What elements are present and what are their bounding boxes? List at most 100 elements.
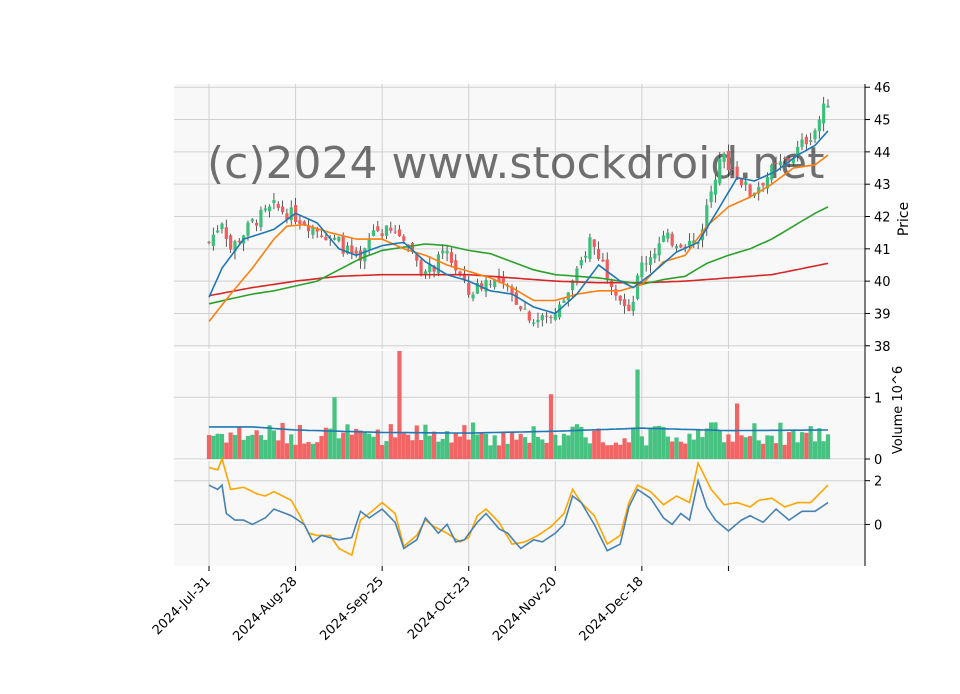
price-tick-label: 40	[874, 275, 891, 290]
candle-body	[376, 226, 380, 231]
candle-body	[817, 119, 821, 132]
candle-body	[402, 236, 406, 241]
candle-body	[389, 227, 393, 231]
volume-bar	[371, 436, 376, 459]
volume-bar	[548, 394, 554, 459]
candle-body	[445, 250, 449, 254]
price-tick-label: 45	[874, 114, 891, 129]
volume-bar	[795, 442, 800, 459]
candle-body	[467, 282, 471, 295]
candle-body	[224, 227, 228, 239]
volume-bar	[466, 439, 471, 459]
volume-bar	[726, 434, 731, 459]
candle-body	[596, 249, 601, 259]
volume-bar	[440, 438, 445, 459]
price-tick-label: 39	[874, 307, 891, 322]
volume-bar	[475, 434, 480, 459]
volume-bar	[250, 434, 255, 459]
volume-bar	[717, 429, 722, 459]
volume-tick-label: 1	[874, 391, 882, 406]
x-tick-label: 2024-Aug-28	[230, 574, 300, 644]
volume-bar	[328, 428, 333, 459]
candle-body	[302, 221, 306, 226]
volume-bar	[618, 444, 623, 459]
candle-body	[562, 300, 566, 303]
volume-bar	[219, 433, 225, 459]
candle-body	[510, 286, 514, 294]
candle-body	[410, 242, 415, 251]
candle-body	[735, 166, 739, 180]
volume-bar	[397, 351, 402, 459]
volume-bar	[419, 439, 424, 459]
volume-bar	[388, 424, 393, 459]
volume-bar	[431, 431, 437, 459]
candle-body	[796, 146, 800, 156]
candle-body	[614, 289, 618, 296]
volume-axis-label: Volume 10^6	[891, 366, 906, 454]
candle-body	[246, 222, 250, 236]
volume-bar	[722, 442, 727, 459]
candle-body	[263, 208, 267, 211]
volume-bar	[540, 439, 545, 459]
volume-bar	[596, 428, 601, 459]
volume-bar	[427, 435, 432, 459]
candle-body	[765, 176, 769, 189]
candle-body	[428, 263, 432, 273]
volume-bar	[509, 431, 515, 459]
candle-body	[233, 241, 237, 252]
candle-body	[739, 178, 744, 186]
volume-bar	[319, 435, 324, 459]
candle-body	[804, 136, 808, 145]
ma-long-line	[208, 206, 829, 305]
volume-bar	[752, 423, 757, 459]
volume-bar	[535, 437, 541, 459]
volume-bar	[696, 430, 701, 459]
candle-body	[635, 275, 640, 299]
candle-body	[631, 301, 635, 312]
candle-body	[319, 235, 324, 237]
candle-body	[419, 260, 423, 274]
volume-bar	[215, 433, 220, 459]
candle-body	[523, 308, 527, 310]
candle-body	[774, 163, 778, 165]
candle-body	[809, 140, 813, 142]
candle-body	[393, 231, 397, 233]
volume-bar	[639, 436, 644, 459]
candle-body	[475, 283, 479, 294]
volume-bar	[358, 430, 363, 459]
candle-body	[462, 273, 466, 280]
volume-bar	[483, 433, 489, 459]
candle-body	[653, 253, 657, 259]
candle-body	[609, 281, 614, 288]
volume-bar	[315, 442, 320, 459]
indicator-line-b	[208, 456, 829, 557]
volume-bar	[302, 443, 307, 459]
volume-bar	[414, 425, 419, 459]
volume-bar	[341, 432, 346, 459]
x-tick-label: 2024-Nov-20	[490, 574, 560, 644]
volume-bar	[449, 442, 454, 459]
volume-ma-line	[209, 426, 828, 434]
volume-bar	[284, 443, 290, 459]
volume-bar	[566, 435, 571, 459]
x-tick-label: 2024-Sep-25	[317, 574, 387, 644]
candle-body	[696, 242, 700, 244]
volume-bar	[276, 440, 281, 459]
volume-bar	[527, 442, 532, 459]
volume-bar	[401, 433, 406, 459]
volume-bar	[626, 442, 631, 459]
candle-body	[670, 233, 674, 246]
candle-body	[744, 181, 748, 185]
candle-body	[415, 254, 419, 261]
volume-bar	[825, 434, 831, 459]
volume-bar	[657, 425, 662, 459]
candle-body	[527, 311, 531, 321]
volume-bar	[206, 435, 212, 459]
volume-bar	[700, 437, 705, 459]
candle-body	[822, 103, 826, 124]
volume-bar	[423, 424, 428, 459]
volume-bar	[406, 434, 411, 459]
volume-bar	[769, 435, 774, 459]
candle-body	[449, 252, 454, 263]
volume-bar	[561, 433, 567, 459]
